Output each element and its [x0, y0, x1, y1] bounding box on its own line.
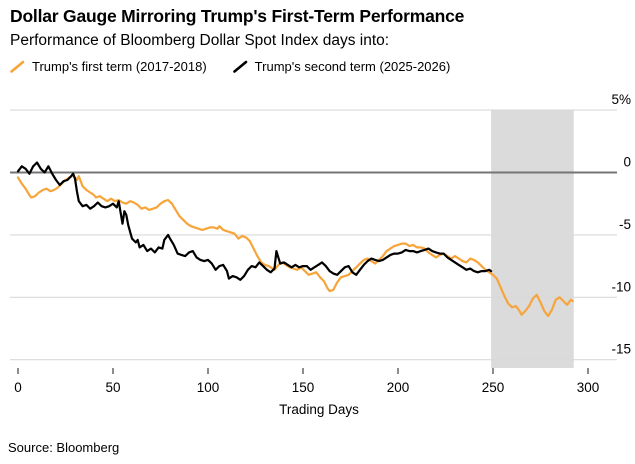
legend-item-second-term: Trump's second term (2025-2026): [232, 59, 451, 74]
second-term-series-line: [16, 161, 493, 281]
x-tick-label: 150: [292, 380, 315, 395]
y-tick-label: -10: [611, 279, 631, 294]
page-subtitle: Performance of Bloomberg Dollar Spot Ind…: [10, 32, 390, 49]
second-term-line-marker-icon: [232, 60, 247, 73]
y-tick-label: 5%: [611, 92, 631, 107]
x-tick-label: 300: [577, 380, 600, 395]
first-term-series-line: [16, 173, 574, 318]
source-label: Source: Bloomberg: [8, 440, 120, 455]
legend: Trump's first term (2017-2018) Trump's s…: [10, 59, 450, 74]
x-tick-label: 250: [482, 380, 505, 395]
x-tick-label: 200: [387, 380, 410, 395]
x-tick-label: 50: [105, 380, 120, 395]
x-tick-label: 0: [14, 380, 22, 395]
highlight-band: [491, 110, 574, 368]
legend-item-first-term: Trump's first term (2017-2018): [10, 59, 207, 74]
legend-item-label: Trump's second term (2025-2026): [254, 59, 451, 74]
x-axis-label: Trading Days: [279, 402, 359, 417]
x-tick-label: 100: [197, 380, 220, 395]
y-tick-label: 0: [623, 155, 631, 170]
y-tick-label: -15: [611, 342, 631, 357]
legend-item-label: Trump's first term (2017-2018): [32, 59, 207, 74]
page-title: Dollar Gauge Mirroring Trump's First-Ter…: [10, 6, 465, 26]
first-term-line-marker-icon: [10, 60, 25, 73]
y-tick-label: -5: [619, 217, 631, 232]
